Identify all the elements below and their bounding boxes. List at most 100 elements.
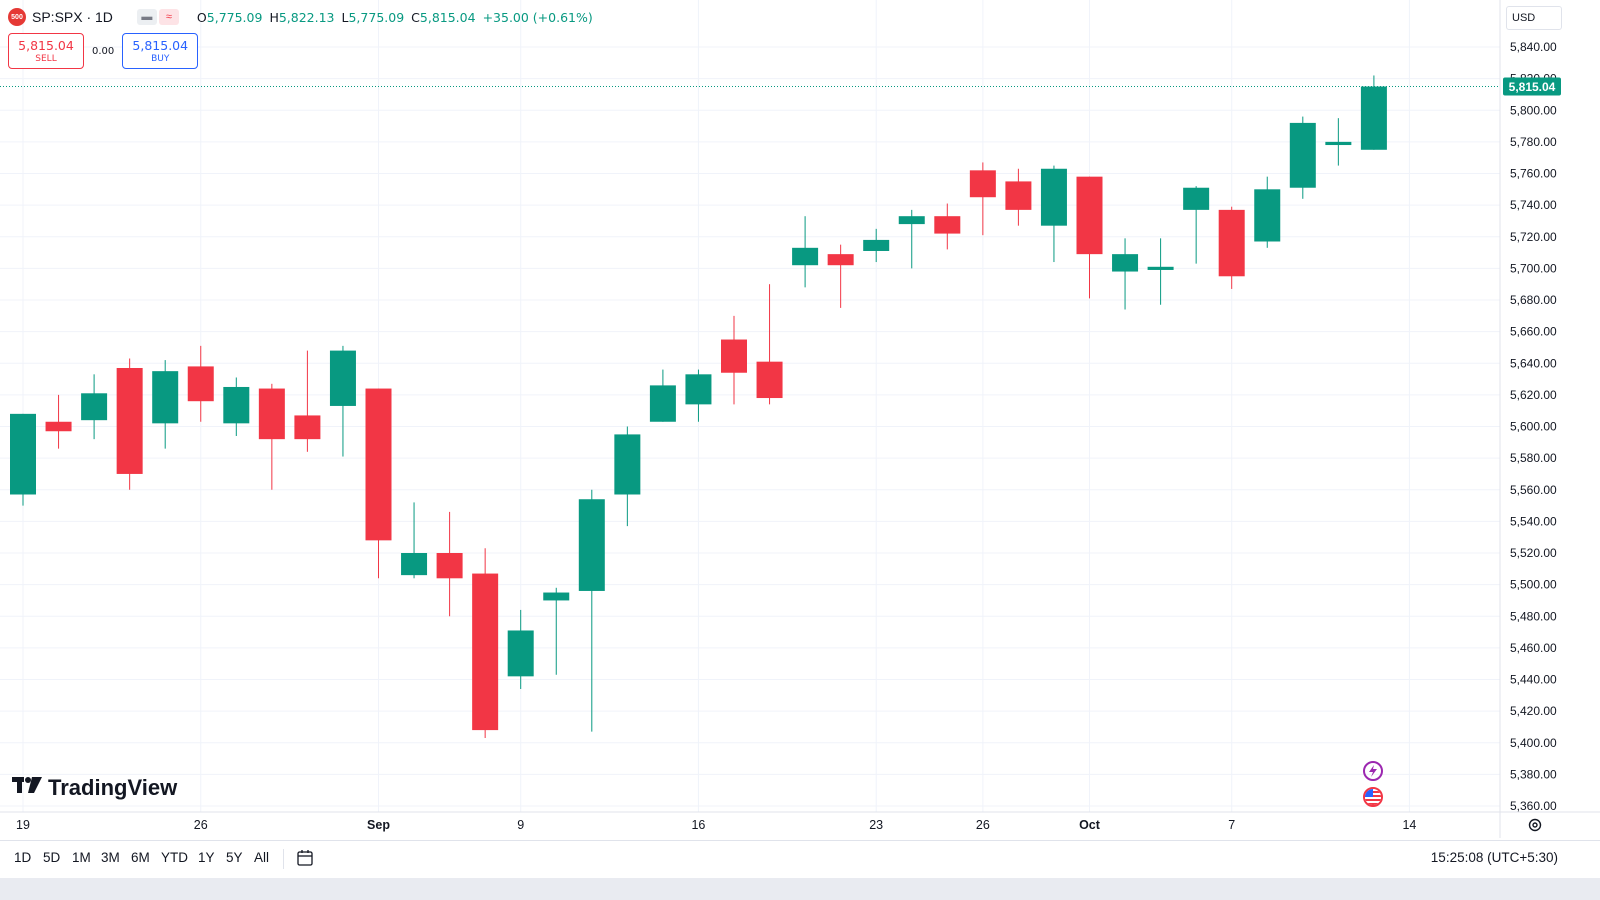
candle-body [1040, 168, 1067, 226]
y-tick-label: 5,480.00 [1510, 609, 1557, 623]
settings-gear-icon[interactable] [1527, 817, 1543, 833]
candle-body [1218, 209, 1245, 277]
x-tick-label: 19 [16, 818, 30, 832]
approx-icon[interactable]: ≈ [158, 9, 179, 25]
candle-body [45, 421, 72, 432]
candle-body [436, 553, 463, 579]
y-tick-label: 5,380.00 [1510, 767, 1557, 781]
candle-body [1147, 266, 1174, 270]
candle-body [116, 367, 143, 474]
candle-body [756, 361, 783, 399]
candle-body [969, 170, 996, 198]
currency-selector[interactable]: USD [1506, 6, 1562, 30]
y-tick-label: 5,440.00 [1510, 673, 1557, 687]
candle-body [1005, 181, 1032, 210]
y-tick-label: 5,720.00 [1510, 230, 1557, 244]
high-value: 5,822.13 [278, 9, 335, 25]
low-value: 5,775.09 [348, 9, 405, 25]
candle-body [223, 386, 250, 424]
candle-body [721, 339, 747, 373]
indicator-flags: ▬ ≈ [136, 9, 179, 25]
timeframe-3m[interactable]: 3M [101, 850, 120, 865]
candle-body [507, 630, 534, 677]
candle-body [365, 388, 392, 541]
y-tick-label: 5,520.00 [1510, 546, 1557, 560]
y-tick-label: 5,580.00 [1510, 451, 1557, 465]
candle-body [792, 247, 819, 266]
timeframe-5d[interactable]: 5D [43, 850, 61, 865]
timeframe-1d[interactable]: 1D [14, 850, 32, 865]
candle-body [1183, 187, 1210, 210]
lightning-event-icon[interactable] [1363, 761, 1383, 781]
bottom-toolbar: 1D 5D 1M 3M 6M YTD 1Y 5Y All 15:25:08 (U… [0, 840, 1600, 877]
candle-body [614, 434, 641, 495]
candle-body [152, 371, 179, 424]
candle-body [685, 374, 712, 405]
x-tick-label: Sep [367, 818, 390, 832]
x-tick-label: 7 [1228, 818, 1235, 832]
candle-body [1325, 141, 1352, 146]
y-tick-label: 5,600.00 [1510, 420, 1557, 434]
x-tick-label: 26 [976, 818, 990, 832]
x-tick-label: 9 [517, 818, 524, 832]
calendar-goto-icon[interactable] [296, 849, 314, 867]
candle-body [934, 216, 961, 234]
open-value: 5,775.09 [206, 9, 263, 25]
bottom-panel-strip [0, 878, 1600, 900]
candle-body [258, 388, 285, 440]
y-tick-label: 5,500.00 [1510, 578, 1557, 592]
y-tick-label: 5,360.00 [1510, 799, 1557, 813]
tradingview-logo: TradingView [12, 775, 177, 801]
y-tick-label: 5,780.00 [1510, 135, 1557, 149]
candle-body [401, 553, 428, 576]
y-tick-label: 5,620.00 [1510, 388, 1557, 402]
y-tick-label: 5,560.00 [1510, 483, 1557, 497]
clock-timezone[interactable]: 15:25:08 (UTC+5:30) [1430, 850, 1558, 865]
y-tick-label: 5,740.00 [1510, 198, 1557, 212]
timeframe-ytd[interactable]: YTD [161, 850, 188, 865]
candle-body [1112, 254, 1139, 272]
candle-body [649, 385, 676, 422]
candle-body [10, 413, 36, 495]
y-tick-label: 5,800.00 [1510, 103, 1557, 117]
candle-body [1360, 86, 1387, 150]
change-value: +35.00 (+0.61%) [482, 9, 593, 25]
symbol-logo: 500 [8, 8, 26, 26]
last-price-label: 5,815.04 [1509, 80, 1556, 94]
candle-body [827, 254, 854, 266]
us-flag-event-icon[interactable] [1363, 787, 1383, 807]
chart-header: 500 SP:SPX · 1D ▬ ≈ O5,775.09 H5,822.13 … [8, 6, 593, 28]
timeframe-all[interactable]: All [254, 850, 270, 865]
ohlc-values: O5,775.09 H5,822.13 L5,775.09 C5,815.04 … [196, 9, 593, 25]
toolbar-divider [283, 849, 284, 869]
trade-panel: 5,815.04 SELL 0.00 5,815.04 BUY [8, 33, 199, 69]
x-tick-label: 23 [869, 818, 883, 832]
symbol-name[interactable]: SP:SPX · 1D [32, 9, 113, 25]
x-tick-label: 14 [1402, 818, 1416, 832]
y-tick-label: 5,420.00 [1510, 704, 1557, 718]
y-tick-label: 5,840.00 [1510, 40, 1557, 54]
candle-body [1076, 176, 1103, 255]
logo-text: TradingView [48, 775, 178, 800]
buy-button[interactable]: 5,815.04 BUY [122, 33, 199, 69]
timeframe-6m[interactable]: 6M [131, 850, 150, 865]
sell-button[interactable]: 5,815.04 SELL [8, 33, 84, 69]
candle-body [472, 573, 499, 731]
candle-body [863, 239, 890, 251]
y-tick-label: 5,460.00 [1510, 641, 1557, 655]
timeframe-5y[interactable]: 5Y [226, 850, 243, 865]
y-tick-label: 5,640.00 [1510, 356, 1557, 370]
x-tick-label: Oct [1079, 818, 1101, 832]
candle-body [81, 393, 108, 421]
y-tick-label: 5,660.00 [1510, 325, 1557, 339]
x-tick-label: 26 [194, 818, 208, 832]
spread-value: 0.00 [92, 45, 115, 57]
y-tick-label: 5,400.00 [1510, 736, 1557, 750]
timeframe-1m[interactable]: 1M [72, 850, 91, 865]
timeframe-1y[interactable]: 1Y [198, 850, 215, 865]
dash-icon[interactable]: ▬ [136, 9, 157, 25]
candle-body [294, 415, 321, 440]
y-tick-label: 5,700.00 [1510, 261, 1557, 275]
y-tick-label: 5,760.00 [1510, 167, 1557, 181]
